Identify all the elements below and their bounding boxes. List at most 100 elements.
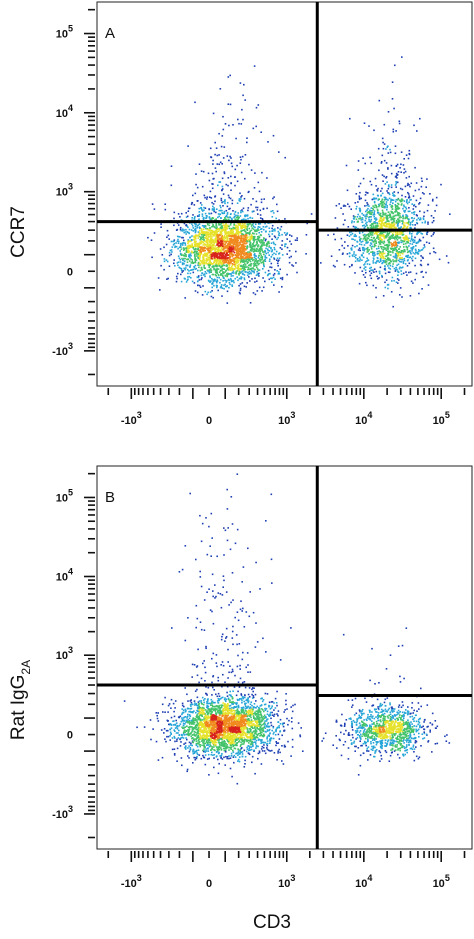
event-dot xyxy=(180,273,182,276)
event-dot xyxy=(281,240,284,242)
event-dot xyxy=(371,198,374,201)
event-dot xyxy=(190,240,192,243)
event-dot xyxy=(192,251,195,254)
event-dot xyxy=(187,713,189,716)
event-dot xyxy=(201,272,203,274)
event-dot xyxy=(360,219,363,221)
event-dot xyxy=(391,245,393,248)
event-dot xyxy=(199,202,202,204)
event-dot xyxy=(236,164,238,167)
event-dot xyxy=(242,726,244,728)
event-dot xyxy=(234,176,236,178)
event-dot xyxy=(191,223,193,225)
event-dot xyxy=(202,254,205,256)
event-dot xyxy=(375,185,377,187)
event-dot xyxy=(402,262,405,265)
event-dot xyxy=(231,247,233,250)
event-dot xyxy=(227,184,229,187)
event-dot xyxy=(244,257,246,260)
event-dot xyxy=(378,198,380,200)
event-dot xyxy=(239,287,242,290)
event-dot xyxy=(222,243,225,245)
event-dot xyxy=(151,203,154,205)
event-dot xyxy=(216,253,219,256)
event-dot xyxy=(248,722,251,724)
event-dot xyxy=(401,56,403,58)
event-dot xyxy=(183,222,186,225)
event-dot xyxy=(217,213,220,215)
event-dot xyxy=(244,231,247,233)
event-dot xyxy=(371,234,374,236)
event-dot xyxy=(216,281,218,284)
event-dot xyxy=(249,280,251,282)
event-dot xyxy=(408,149,411,152)
event-dot xyxy=(382,222,384,225)
event-dot xyxy=(370,242,372,244)
event-dot xyxy=(230,175,232,178)
event-dot xyxy=(235,244,237,247)
event-dot xyxy=(406,248,409,251)
event-dot xyxy=(218,237,221,240)
event-dot xyxy=(229,283,231,286)
event-dot xyxy=(225,245,228,247)
event-dot xyxy=(208,719,210,722)
event-dot xyxy=(218,261,220,264)
event-dot xyxy=(260,256,262,259)
event-dot xyxy=(399,254,402,257)
event-dot xyxy=(225,236,228,239)
event-dot xyxy=(221,226,224,229)
event-dot xyxy=(266,248,269,250)
event-dot xyxy=(226,290,229,293)
event-dot xyxy=(253,262,255,265)
event-dot xyxy=(372,205,374,207)
event-dot xyxy=(237,250,239,252)
event-dot xyxy=(252,235,255,238)
event-dot xyxy=(393,237,395,239)
event-dot xyxy=(274,228,276,230)
event-dot xyxy=(389,226,392,229)
event-dot xyxy=(247,207,250,209)
event-dot xyxy=(387,244,390,247)
event-dot xyxy=(396,181,399,184)
event-dot xyxy=(381,262,383,265)
event-dot xyxy=(235,262,237,264)
event-dot xyxy=(222,280,224,282)
event-dot xyxy=(276,257,279,260)
event-dot xyxy=(419,197,422,200)
event-dot xyxy=(229,250,231,253)
event-dot xyxy=(192,262,194,264)
event-dot xyxy=(167,711,169,713)
event-dot xyxy=(246,240,248,242)
event-dot xyxy=(375,242,377,244)
event-dot xyxy=(238,284,240,287)
event-dot xyxy=(165,740,167,743)
event-dot xyxy=(216,259,219,261)
event-dot xyxy=(200,236,202,238)
event-dot xyxy=(230,189,232,191)
event-dot xyxy=(168,251,171,254)
event-dot xyxy=(211,286,213,289)
event-dot xyxy=(256,262,259,264)
event-dot xyxy=(201,185,204,188)
event-dot xyxy=(199,250,202,253)
event-dot xyxy=(349,117,351,120)
event-dot xyxy=(208,251,210,254)
event-dot xyxy=(213,243,215,246)
event-dot xyxy=(400,249,403,252)
event-dot xyxy=(374,177,377,180)
event-dot xyxy=(231,707,233,709)
event-dot xyxy=(266,730,269,732)
event-dot xyxy=(377,147,380,150)
event-dot xyxy=(222,240,224,242)
event-dot xyxy=(362,249,364,251)
event-dot xyxy=(207,223,209,226)
event-dot xyxy=(368,216,370,219)
event-dot xyxy=(255,274,258,276)
event-dot xyxy=(431,221,434,224)
event-dot xyxy=(373,212,375,214)
event-dot xyxy=(411,224,414,226)
event-dot xyxy=(187,226,189,229)
event-dot xyxy=(266,740,269,742)
event-dot xyxy=(185,253,187,256)
event-dot xyxy=(359,215,361,218)
